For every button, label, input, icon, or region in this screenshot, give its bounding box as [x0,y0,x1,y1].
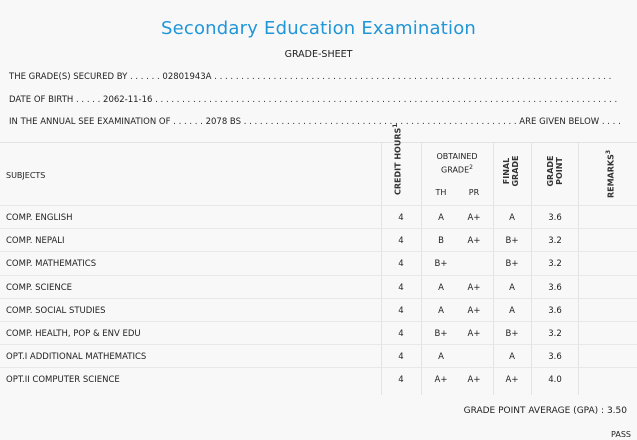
final-cell: A [509,306,515,316]
credit-cell: 4 [398,375,404,385]
th-cell: A [438,283,444,293]
credit-cell: 4 [398,306,404,316]
header-grade-sup: 2 [469,164,473,171]
table-row: COMP. ENGLISH 4 A A+ A 3.6 [0,205,637,229]
credit-cell: 4 [398,259,404,269]
credit-cell: 4 [398,329,404,339]
th-cell: A [438,352,444,362]
final-cell: A+ [505,375,519,385]
info-label: DATE OF BIRTH . . . . . [9,95,104,105]
credit-cell: 4 [398,352,404,362]
pr-cell: A+ [467,236,481,246]
pr-cell: A+ [467,306,481,316]
gpa-value: 3.50 [606,406,627,416]
th-cell: A [438,306,444,316]
header-pr: PR [468,188,480,197]
header-grade-point-1: GRADE [546,155,555,187]
header-remarks-sup: 3 [605,149,612,155]
header-final-grade-1: FINAL [502,157,511,185]
header-remarks: REMARKS3 [604,149,616,199]
th-cell: A [438,213,444,223]
subject-cell: OPT.II COMPUTER SCIENCE [6,375,120,385]
info-tail: . . . . . . . . . . . . . . . . . . . . … [152,95,618,105]
gp-cell: 3.6 [548,352,562,362]
header-final-grade-2: GRADE [511,155,520,187]
table-row: COMP. SCIENCE 4 A A+ A 3.6 [0,275,637,299]
table-row: COMP. HEALTH, POP & ENV EDU 4 B+ A+ B+ 3… [0,321,637,345]
pr-cell: A+ [467,329,481,339]
column-divider [578,143,579,395]
pr-cell: A+ [467,213,481,223]
header-grade-point: GRADE POINT [546,153,564,189]
column-divider [531,143,532,395]
th-cell: A+ [434,375,448,385]
final-cell: B+ [505,259,519,269]
column-divider [381,143,382,395]
info-examination: IN THE ANNUAL SEE EXAMINATION OF . . . .… [9,117,629,127]
page-title: Secondary Education Examination [160,18,477,39]
table-row: OPT.II COMPUTER SCIENCE 4 A+ A+ A+ 4.0 [0,367,637,391]
pr-cell: A+ [467,375,481,385]
table-row: COMP. MATHEMATICS 4 B+ B+ 3.2 [0,251,637,275]
header-obtained: OBTAINED [436,152,478,161]
final-cell: B+ [505,329,519,339]
credit-cell: 4 [398,213,404,223]
subject-cell: COMP. ENGLISH [6,213,73,223]
table-row: COMP. NEPALI 4 B A+ B+ 3.2 [0,228,637,252]
gpa-label: GRADE POINT AVERAGE (GPA) : [463,406,607,416]
gp-cell: 4.0 [548,375,562,385]
final-cell: B+ [505,236,519,246]
gp-cell: 3.2 [548,236,562,246]
th-cell: B [438,236,444,246]
subject-cell: COMP. MATHEMATICS [6,259,97,269]
credit-cell: 4 [398,283,404,293]
grade-table: SUBJECTS CREDIT HOURS1 OBTAINED GRADE2 T… [0,124,637,395]
pr-cell: A+ [467,283,481,293]
table-row: COMP. SOCIAL STUDIES 4 A A+ A 3.6 [0,298,637,322]
header-credit-hours: CREDIT HOURS1 [391,124,403,195]
subject-cell: COMP. SOCIAL STUDIES [6,306,106,316]
column-divider [493,143,494,395]
exam-year-value: 2078 BS [205,117,242,127]
gpa-summary: GRADE POINT AVERAGE (GPA) : 3.50 [464,406,627,416]
header-credit-hours-text: CREDIT HOURS [393,127,403,195]
header-credit-sup: 1 [392,123,399,128]
page-subtitle: GRADE-SHEET [284,49,353,60]
header-grade-point-2: POINT [555,157,564,185]
info-label: THE GRADE(S) SECURED BY . . . . . . [9,72,163,82]
info-symbol-number: THE GRADE(S) SECURED BY . . . . . . 0280… [9,72,629,82]
header-remarks-text: REMARKS [606,154,616,199]
subject-cell: COMP. SCIENCE [6,283,73,293]
final-cell: A [509,283,515,293]
th-cell: B+ [434,259,448,269]
dob-value: 2062-11-16 [103,95,153,105]
header-final-grade: FINAL GRADE [502,153,520,189]
result-status: PASS [611,430,631,439]
info-tail: . . . . . . . . . . . . . . . . . . . . … [241,117,621,127]
final-cell: A [509,213,515,223]
gp-cell: 3.6 [548,283,562,293]
header-subjects: SUBJECTS [6,171,46,180]
gp-cell: 3.6 [548,306,562,316]
header-grade: GRADE2 [425,164,489,175]
header-grade-text: GRADE [441,165,470,175]
info-tail: . . . . . . . . . . . . . . . . . . . . … [211,72,612,82]
gp-cell: 3.6 [548,213,562,223]
subject-cell: COMP. HEALTH, POP & ENV EDU [6,329,141,339]
info-date-of-birth: DATE OF BIRTH . . . . . 2062-11-16 . . .… [9,95,629,105]
table-row: OPT.I ADDITIONAL MATHEMATICS 4 A A 3.6 [0,344,637,368]
subject-cell: OPT.I ADDITIONAL MATHEMATICS [6,352,147,362]
gp-cell: 3.2 [548,259,562,269]
column-divider [421,143,422,395]
symbol-number-value: 02801943A [162,72,212,82]
gp-cell: 3.2 [548,329,562,339]
final-cell: A [509,352,515,362]
th-cell: B+ [434,329,448,339]
header-th: TH [435,188,447,197]
info-label: IN THE ANNUAL SEE EXAMINATION OF . . . .… [9,117,206,127]
subject-cell: COMP. NEPALI [6,236,65,246]
credit-cell: 4 [398,236,404,246]
